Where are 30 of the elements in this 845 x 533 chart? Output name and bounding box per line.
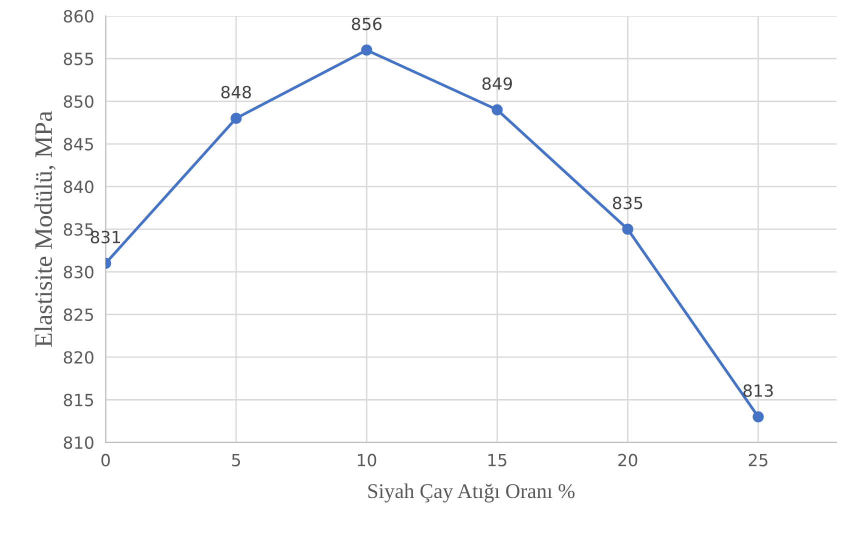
x-tick-label: 0 [101, 454, 110, 466]
x-tick-label: 15 [488, 454, 506, 466]
y-tick-label: 835 [64, 223, 94, 236]
point [622, 224, 634, 235]
x-axis-title: Siyah Çay Atığı Oranı % [368, 484, 575, 502]
y-tick-label: 810 [64, 436, 94, 449]
x-tick-label: 20 [618, 454, 638, 466]
y-tick-label: 855 [64, 52, 94, 66]
point [752, 411, 764, 422]
data-label: 848 [221, 86, 251, 98]
point [361, 44, 372, 56]
data-label: 831 [90, 230, 120, 244]
data-label: 856 [352, 18, 382, 30]
data-label: 813 [743, 384, 773, 397]
y-tick-label: 840 [64, 180, 94, 194]
point [492, 104, 503, 116]
point [230, 112, 242, 124]
y-tick-label: 860 [64, 10, 94, 23]
data-label: 849 [482, 77, 512, 90]
y-tick-label: 815 [64, 394, 94, 406]
y-tick-label: 820 [64, 351, 94, 364]
y-tick-label: 825 [64, 308, 94, 322]
x-tick-label: 10 [358, 454, 376, 466]
x-tick-label: 25 [748, 454, 768, 466]
y-tick-label: 830 [64, 266, 94, 278]
y-tick-label: 850 [64, 95, 94, 108]
y-axis-title: Elastisite Modülü, MPa [34, 111, 56, 347]
data-label: 835 [612, 196, 642, 210]
y-tick-label: 845 [64, 138, 94, 150]
x-tick-label: 5 [232, 454, 240, 466]
